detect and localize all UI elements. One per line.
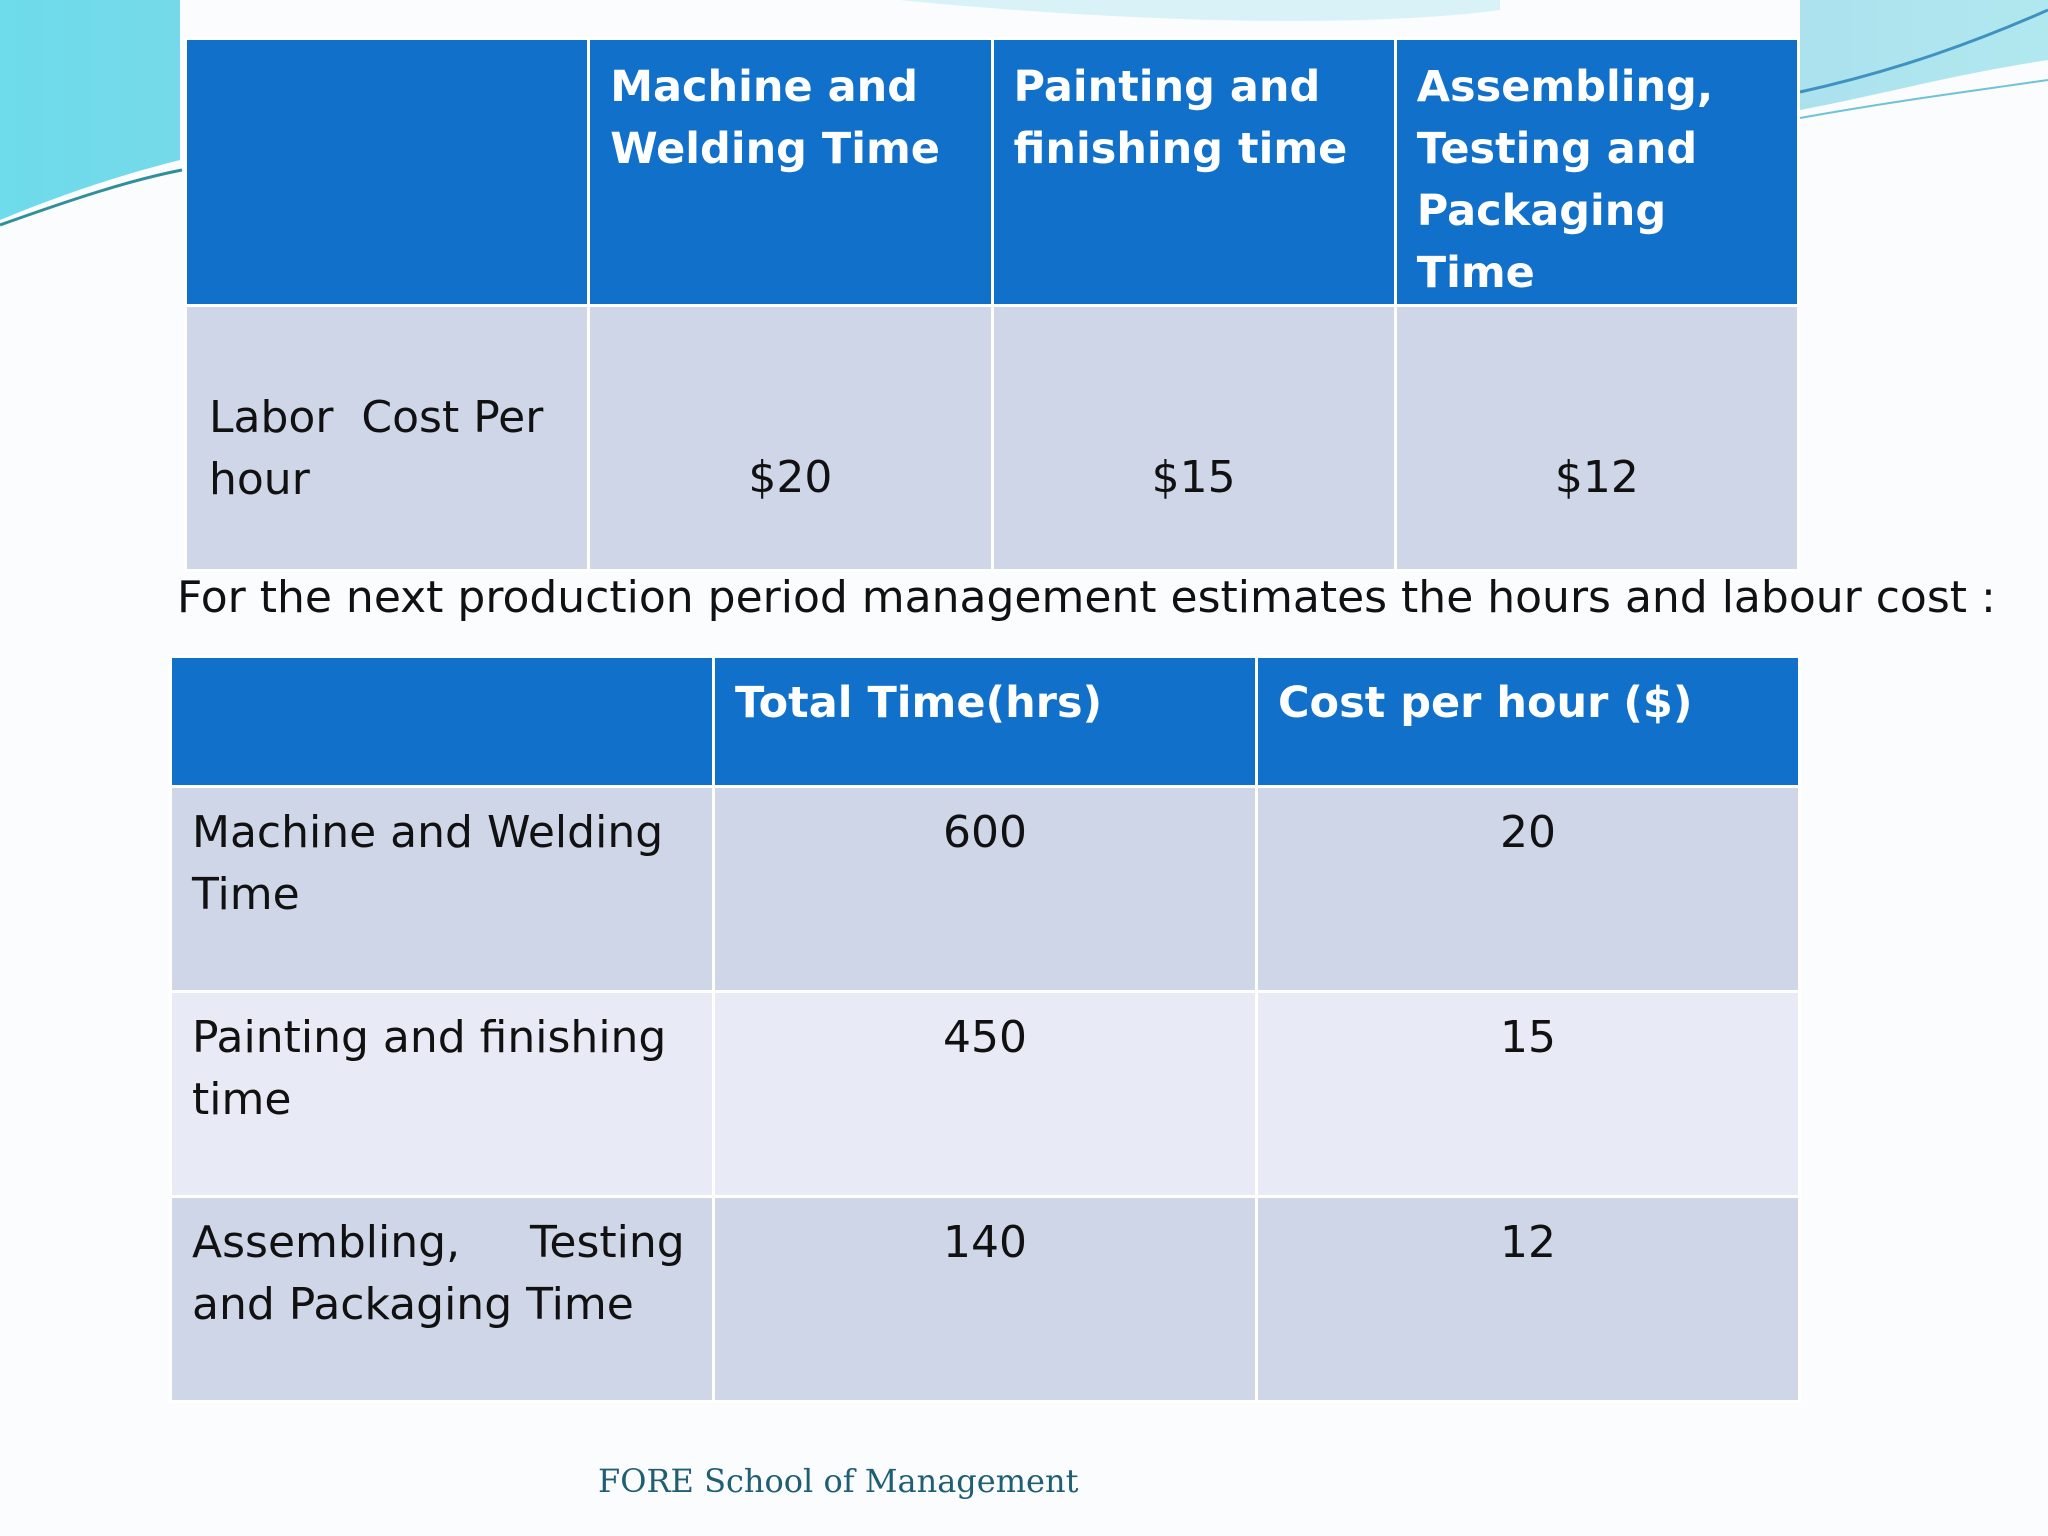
cost-per-hour-cell: 20: [1255, 785, 1801, 993]
labor-header-assembling: Assembling, Testing and Packaging Time: [1393, 37, 1801, 307]
estimate-header-empty: [169, 655, 715, 788]
labor-value-assembling: $12: [1393, 304, 1801, 572]
footer-institution: FORE School of Management: [598, 1462, 1079, 1500]
labor-value-painting-finishing: $15: [990, 304, 1397, 572]
total-time-cell: 140: [712, 1195, 1258, 1403]
estimate-header-cost-per-hour: Cost per hour ($): [1255, 655, 1801, 788]
estimate-header-total-time: Total Time(hrs): [712, 655, 1258, 788]
row-label: Machine and Welding Time: [169, 785, 715, 993]
background-wave-decoration: [0, 0, 2048, 227]
labor-row-label: Labor Cost Per hour: [183, 304, 591, 572]
labor-cost-table: Machine and Welding Time Painting and fi…: [183, 37, 1801, 572]
row-label: Painting and finishing time: [169, 990, 715, 1198]
labor-value-machine-welding: $20: [587, 304, 994, 572]
table-row: Machine and Welding Time 600 20: [169, 785, 1801, 993]
table-row: Assembling, Testing and Packaging Time 1…: [169, 1195, 1801, 1403]
total-time-cell: 450: [712, 990, 1258, 1198]
table-row: Painting and finishing time 450 15: [169, 990, 1801, 1198]
labor-header-painting-finishing: Painting and finishing time: [990, 37, 1397, 307]
cost-per-hour-cell: 12: [1255, 1195, 1801, 1403]
estimate-caption: For the next production period managemen…: [177, 572, 1996, 623]
labor-header-machine-welding: Machine and Welding Time: [587, 37, 994, 307]
cost-per-hour-cell: 15: [1255, 990, 1801, 1198]
row-label: Assembling, Testing and Packaging Time: [169, 1195, 715, 1403]
labor-header-empty: [183, 37, 591, 307]
total-time-cell: 600: [712, 785, 1258, 993]
estimate-table: Total Time(hrs) Cost per hour ($) Machin…: [169, 655, 1801, 1403]
